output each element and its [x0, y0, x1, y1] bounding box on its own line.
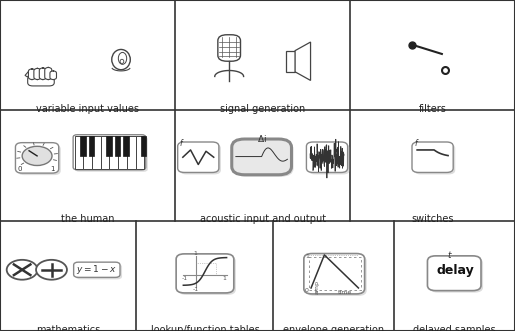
FancyBboxPatch shape — [28, 76, 54, 86]
Ellipse shape — [120, 59, 124, 64]
Text: 1: 1 — [305, 254, 309, 259]
Circle shape — [36, 260, 67, 280]
FancyBboxPatch shape — [304, 254, 365, 294]
Text: 1: 1 — [50, 166, 55, 172]
FancyBboxPatch shape — [306, 256, 367, 296]
Text: $y = 1 - x$: $y = 1 - x$ — [76, 263, 117, 276]
FancyBboxPatch shape — [180, 144, 221, 174]
Ellipse shape — [112, 49, 130, 70]
Text: the human: the human — [61, 214, 114, 224]
Text: 1: 1 — [194, 251, 198, 256]
FancyBboxPatch shape — [218, 35, 241, 61]
Text: f: f — [414, 139, 417, 148]
Text: envelope generation: envelope generation — [283, 325, 384, 331]
Text: time: time — [338, 290, 352, 295]
Text: -1: -1 — [193, 287, 199, 292]
Circle shape — [7, 260, 38, 280]
Bar — [109, 136, 118, 169]
FancyBboxPatch shape — [232, 139, 291, 175]
FancyBboxPatch shape — [430, 258, 483, 293]
Text: f: f — [179, 139, 182, 148]
Text: delay: delay — [436, 263, 474, 277]
FancyBboxPatch shape — [50, 71, 57, 79]
Text: 0: 0 — [18, 166, 22, 172]
FancyBboxPatch shape — [73, 135, 146, 170]
FancyBboxPatch shape — [427, 256, 481, 291]
Bar — [106, 136, 112, 156]
Text: switches: switches — [411, 214, 454, 224]
Bar — [83, 136, 92, 169]
Text: signal generation: signal generation — [220, 104, 305, 114]
Text: delayed samples: delayed samples — [413, 325, 495, 331]
Text: lookup/function tables: lookup/function tables — [150, 325, 260, 331]
FancyBboxPatch shape — [34, 69, 41, 79]
Bar — [127, 136, 135, 169]
Circle shape — [22, 146, 52, 166]
Text: $\Delta$i: $\Delta$i — [256, 133, 267, 144]
Bar — [124, 136, 129, 156]
Text: 0: 0 — [305, 288, 309, 293]
Polygon shape — [286, 51, 295, 72]
Text: mathematics: mathematics — [36, 325, 100, 331]
Polygon shape — [295, 42, 311, 80]
FancyBboxPatch shape — [75, 137, 148, 172]
Polygon shape — [25, 71, 32, 77]
Bar — [89, 136, 94, 156]
Bar — [135, 136, 144, 169]
Text: amp: amp — [315, 280, 320, 294]
FancyBboxPatch shape — [178, 142, 219, 172]
FancyBboxPatch shape — [414, 144, 455, 174]
Bar — [115, 136, 121, 156]
FancyBboxPatch shape — [178, 256, 236, 295]
FancyBboxPatch shape — [76, 264, 122, 279]
FancyBboxPatch shape — [176, 254, 234, 293]
FancyBboxPatch shape — [306, 142, 348, 172]
FancyBboxPatch shape — [18, 145, 61, 175]
FancyBboxPatch shape — [308, 144, 350, 174]
Text: variable input values: variable input values — [36, 104, 139, 114]
Text: t: t — [448, 251, 451, 260]
Bar — [75, 136, 83, 169]
FancyBboxPatch shape — [412, 142, 453, 172]
Text: 1: 1 — [222, 276, 227, 281]
Bar — [141, 136, 146, 156]
Bar — [80, 136, 85, 156]
Text: acoustic input and output: acoustic input and output — [200, 214, 325, 224]
Ellipse shape — [118, 52, 127, 64]
Bar — [92, 136, 101, 169]
Bar — [309, 257, 360, 290]
FancyBboxPatch shape — [45, 68, 52, 79]
Text: -1: -1 — [181, 276, 187, 281]
FancyBboxPatch shape — [15, 143, 59, 173]
Text: filters: filters — [419, 104, 447, 114]
Bar — [101, 136, 109, 169]
FancyBboxPatch shape — [74, 262, 120, 277]
FancyBboxPatch shape — [28, 69, 36, 79]
Bar — [118, 136, 127, 169]
FancyBboxPatch shape — [234, 141, 294, 177]
FancyBboxPatch shape — [39, 68, 46, 79]
